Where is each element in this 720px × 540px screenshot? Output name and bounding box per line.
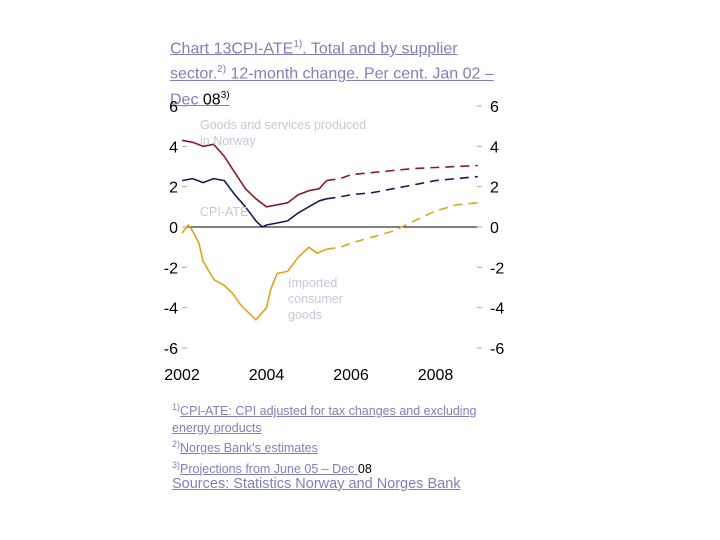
- x-tick-label: 2004: [249, 367, 285, 384]
- y-tick-label-left: -4: [164, 301, 178, 318]
- annotation-cpiate: CPI-ATE: [200, 205, 248, 219]
- footnotes: 1)CPI-ATE: CPI adjusted for tax changes …: [172, 399, 492, 477]
- y-tick-label-right: -4: [490, 301, 504, 318]
- chart-axes: 6 6 4 4 2 2 0 0 -2 -2 -4 -4 -6 -6 2002 2004 2006 2008: [164, 99, 505, 384]
- footnote-2-text: Norges Bank's estimates: [180, 441, 318, 456]
- footnote-1: 1)CPI-ATE: CPI adjusted for tax changes …: [172, 399, 492, 436]
- y-tick-label-right: -2: [490, 260, 504, 277]
- title-sup-1: 1): [293, 39, 303, 50]
- annotation-imported-line-3: goods: [288, 308, 322, 322]
- footnote-2: 2)Norges Bank's estimates: [172, 436, 492, 457]
- annotation-goods: Goods and services produced in Norway: [200, 118, 370, 148]
- series-projection-goods: [326, 164, 478, 182]
- title-part-2: . Total and by supplier sector.: [170, 40, 458, 83]
- footnote-3-text: Projections from June 05 – Dec: [180, 461, 358, 476]
- series-line-goods: [181, 139, 328, 208]
- title-sup-2: 2): [217, 64, 227, 76]
- footnote-3-text-end: 08: [357, 461, 372, 476]
- title-part-3: 12-month change. Per cent. Jan 02 – Dec: [170, 65, 494, 108]
- y-tick-label-left: 0: [169, 220, 178, 237]
- y-tick-label-left: -6: [164, 341, 178, 358]
- y-tick-label-left: 6: [169, 99, 178, 116]
- y-tick-label-left: -2: [164, 260, 178, 277]
- footnote-3-marker: 3): [172, 459, 181, 470]
- y-tick-label-right: 0: [490, 220, 499, 237]
- footnote-1-text: CPI-ATE: CPI adjusted for tax changes an…: [172, 404, 477, 435]
- title-part-4: 08: [202, 90, 221, 108]
- title-part-1: CPI-ATE: [231, 40, 294, 58]
- annotation-imported: Imported consumer goods: [288, 276, 346, 322]
- y-tick-label-right: -6: [490, 341, 504, 358]
- footnote-1-marker: 1): [172, 402, 181, 412]
- y-tick-label-left: 4: [169, 139, 178, 156]
- chart-title: Chart 13CPI-ATE1). Total and by supplier…: [170, 34, 510, 110]
- y-tick-label-right: 4: [490, 139, 499, 156]
- title-sup-3: 3): [220, 89, 230, 101]
- annotation-imported-line-2: consumer: [288, 292, 343, 306]
- footnote-2-marker: 2): [172, 439, 181, 450]
- y-tick-label-right: 6: [490, 99, 499, 116]
- series-projection-cpiate: [326, 175, 478, 200]
- x-tick-label: 2006: [333, 367, 369, 384]
- y-tick-label-right: 2: [490, 180, 499, 197]
- series-line-cpiate: [181, 177, 327, 228]
- series-line-imported: [181, 224, 327, 321]
- sources-text: Sources: Statistics Norway and Norges Ba…: [172, 476, 461, 492]
- x-tick-label: 2002: [164, 367, 200, 384]
- annotation-goods-line-2: in Norway: [200, 134, 256, 148]
- sources-note: Sources: Statistics Norway and Norges Ba…: [172, 476, 461, 492]
- annotation-imported-line-1: Imported: [288, 276, 337, 290]
- chart-lines: [181, 139, 478, 321]
- y-tick-label-left: 2: [169, 180, 178, 197]
- annotation-goods-line-1: Goods and services produced: [200, 118, 366, 132]
- series-projection-imported: [326, 202, 478, 250]
- chart-number: Chart 13: [170, 40, 232, 58]
- chart-annotations: Goods and services produced in Norway CP…: [200, 118, 370, 322]
- x-tick-label: 2008: [418, 367, 454, 384]
- footnote-3: 3)Projections from June 05 – Dec 08: [172, 457, 492, 478]
